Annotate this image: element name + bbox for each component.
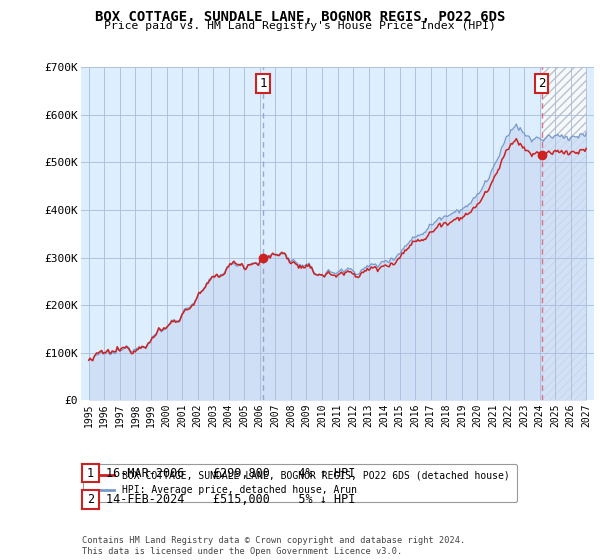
Text: 14-FEB-2024    £515,000    5% ↓ HPI: 14-FEB-2024 £515,000 5% ↓ HPI <box>106 493 356 506</box>
Text: 1: 1 <box>259 77 267 90</box>
Text: 2: 2 <box>87 493 94 506</box>
Text: Contains HM Land Registry data © Crown copyright and database right 2024.
This d: Contains HM Land Registry data © Crown c… <box>82 536 466 556</box>
Text: BOX COTTAGE, SUNDALE LANE, BOGNOR REGIS, PO22 6DS: BOX COTTAGE, SUNDALE LANE, BOGNOR REGIS,… <box>95 10 505 24</box>
Text: 2: 2 <box>538 77 545 90</box>
Text: 16-MAR-2006    £299,800    4% ↑ HPI: 16-MAR-2006 £299,800 4% ↑ HPI <box>106 466 356 480</box>
Legend: BOX COTTAGE, SUNDALE LANE, BOGNOR REGIS, PO22 6DS (detached house), HPI: Average: BOX COTTAGE, SUNDALE LANE, BOGNOR REGIS,… <box>83 464 517 502</box>
Text: 1: 1 <box>87 466 94 480</box>
Text: Price paid vs. HM Land Registry's House Price Index (HPI): Price paid vs. HM Land Registry's House … <box>104 21 496 31</box>
